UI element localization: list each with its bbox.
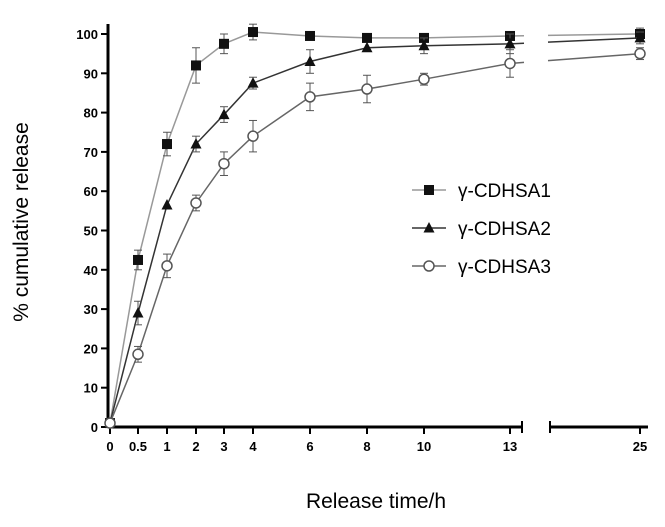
data-point xyxy=(304,55,316,67)
y-tick-label: 90 xyxy=(84,66,98,81)
data-point xyxy=(161,260,173,272)
data-point xyxy=(132,348,144,361)
legend-entry-2: γ-CDHSA2 xyxy=(412,219,551,240)
y-tick-label: 80 xyxy=(84,106,98,121)
y-tick-label: 10 xyxy=(84,381,98,396)
series-line-segment xyxy=(547,37,641,43)
x-tick-label: 13 xyxy=(503,439,517,454)
data-point xyxy=(191,60,201,71)
series-2 xyxy=(104,31,646,428)
legend-entry-1: γ-CDHSA1 xyxy=(412,181,551,202)
data-point xyxy=(247,77,259,88)
x-tick-label: 6 xyxy=(306,439,313,454)
x-axis-title: Release time/h xyxy=(306,490,446,513)
legend-entry-3: γ-CDHSA3 xyxy=(412,257,551,278)
x-tick-label: 2 xyxy=(192,439,199,454)
data-point xyxy=(190,138,202,149)
y-tick-label: 40 xyxy=(84,263,98,278)
data-point xyxy=(634,31,646,43)
y-tick-label: 100 xyxy=(76,27,98,42)
data-point xyxy=(361,83,373,95)
y-tick-label: 30 xyxy=(84,302,98,317)
x-tick-label: 8 xyxy=(363,439,370,454)
legend-label: γ-CDHSA3 xyxy=(458,257,551,278)
x-tick-label: 4 xyxy=(249,439,257,454)
axes: 0 10 20 30 40 50 60 70 80 90 100 0 0.5 1 2 3 4 6 8 10 13 25 xyxy=(76,24,648,454)
data-point xyxy=(218,157,230,170)
data-point xyxy=(162,139,172,150)
series-line xyxy=(109,43,511,424)
data-point xyxy=(247,130,259,142)
legend-marker xyxy=(423,260,435,272)
series-line-segment xyxy=(547,33,641,37)
legend-label: γ-CDHSA1 xyxy=(458,181,551,202)
data-point xyxy=(634,47,646,60)
data-point xyxy=(504,37,516,49)
series-line-segment xyxy=(547,52,641,62)
data-point xyxy=(362,32,372,43)
data-point xyxy=(361,41,373,53)
x-tick-label: 10 xyxy=(417,439,431,454)
data-point xyxy=(104,417,116,429)
series-line xyxy=(109,31,511,424)
y-tick-label: 0 xyxy=(91,420,98,435)
legend-marker xyxy=(423,222,435,233)
legend-label: γ-CDHSA2 xyxy=(458,219,551,240)
y-axis-title: % cumulative release xyxy=(10,122,33,322)
series-layer xyxy=(104,23,646,429)
data-point xyxy=(305,30,315,41)
x-tick-label: 0 xyxy=(106,439,113,454)
data-point xyxy=(418,39,430,51)
series-3 xyxy=(104,47,646,429)
data-point xyxy=(219,38,229,49)
data-point xyxy=(248,27,258,38)
data-point xyxy=(218,108,230,120)
x-tick-label: 25 xyxy=(633,439,647,454)
y-tick-label: 70 xyxy=(84,145,98,160)
data-point xyxy=(190,197,202,209)
legend: γ-CDHSA1 γ-CDHSA2 γ-CDHSA3 xyxy=(412,181,551,278)
x-tick-label: 1 xyxy=(163,439,170,454)
data-point xyxy=(304,91,316,103)
y-tick-label: 60 xyxy=(84,184,98,199)
data-point xyxy=(133,254,143,265)
data-point xyxy=(132,307,144,318)
x-tick-label: 0.5 xyxy=(129,439,147,454)
y-tick-label: 20 xyxy=(84,341,98,356)
y-tick-label: 50 xyxy=(84,224,98,239)
data-point xyxy=(418,73,430,85)
data-point xyxy=(504,57,516,70)
series-line xyxy=(109,62,511,424)
x-tick-label: 3 xyxy=(220,439,227,454)
legend-marker xyxy=(424,185,434,195)
data-point xyxy=(161,198,173,210)
